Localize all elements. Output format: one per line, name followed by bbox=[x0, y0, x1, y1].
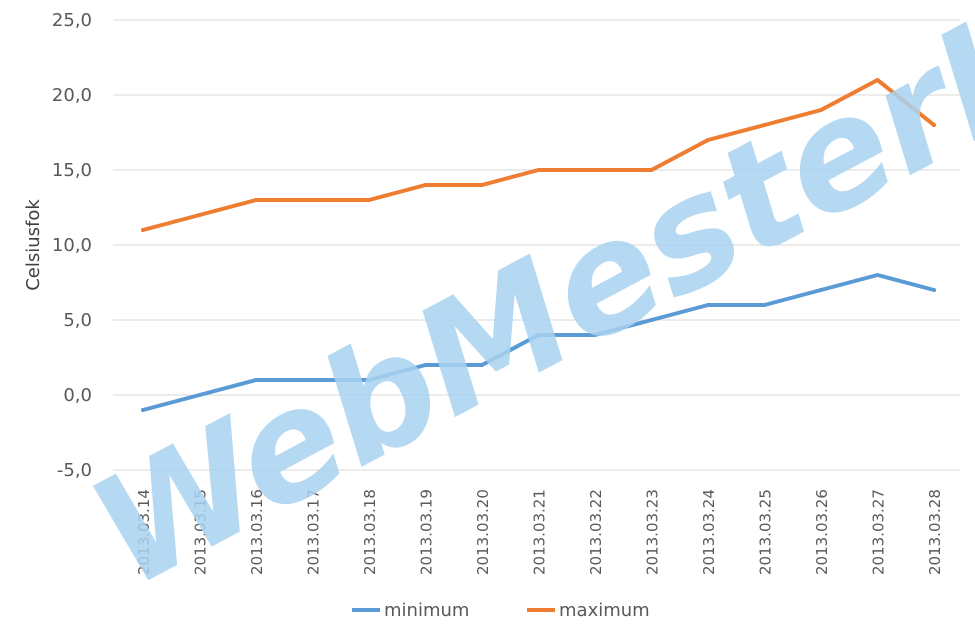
data-point-maximum bbox=[141, 228, 145, 232]
x-tick-label: 2013.03.23 bbox=[644, 489, 662, 575]
data-point-minimum bbox=[480, 363, 484, 367]
y-tick-label: -5,0 bbox=[57, 460, 92, 481]
y-axis-ticks: 25,0 20,0 15,0 10,0 5,0 0,0 -5,0 bbox=[52, 10, 92, 481]
x-tick-label: 2013.03.15 bbox=[192, 489, 210, 575]
y-tick-label: 15,0 bbox=[52, 160, 92, 181]
data-point-maximum bbox=[197, 213, 202, 217]
x-tick-label: 2013.03.24 bbox=[700, 489, 718, 575]
data-point-maximum bbox=[706, 138, 710, 142]
legend-label-maximum: maximum bbox=[559, 600, 650, 621]
data-point-maximum bbox=[932, 123, 936, 127]
data-point-minimum bbox=[197, 393, 202, 397]
data-point-minimum bbox=[254, 378, 258, 382]
data-point-minimum bbox=[423, 363, 428, 367]
data-point-minimum bbox=[593, 333, 597, 337]
x-tick-label: 2013.03.28 bbox=[926, 489, 944, 575]
x-tick-label: 2013.03.20 bbox=[474, 489, 492, 575]
data-point-minimum bbox=[706, 303, 710, 307]
data-point-minimum bbox=[875, 273, 880, 277]
x-tick-label: 2013.03.26 bbox=[813, 489, 831, 575]
x-tick-label: 2013.03.14 bbox=[135, 489, 153, 575]
data-point-maximum bbox=[480, 183, 484, 187]
x-tick-label: 2013.03.17 bbox=[305, 489, 323, 575]
data-point-minimum bbox=[536, 333, 541, 337]
y-axis-title: Celsiusfok bbox=[23, 199, 44, 291]
data-point-maximum bbox=[593, 168, 597, 172]
y-tick-label: 5,0 bbox=[63, 310, 92, 331]
data-point-minimum bbox=[141, 408, 145, 412]
x-tick-label: 2013.03.19 bbox=[418, 489, 436, 575]
x-tick-label: 2013.03.22 bbox=[587, 489, 605, 575]
data-point-maximum bbox=[762, 123, 767, 127]
data-point-maximum bbox=[875, 78, 880, 82]
data-point-minimum bbox=[762, 303, 767, 307]
legend: minimum maximum bbox=[352, 600, 650, 621]
x-tick-label: 2013.03.25 bbox=[757, 489, 775, 575]
data-point-maximum bbox=[367, 198, 371, 202]
data-point-minimum bbox=[819, 288, 823, 292]
y-tick-label: 10,0 bbox=[52, 235, 92, 256]
x-tick-label: 2013.03.21 bbox=[531, 489, 549, 575]
legend-label-minimum: minimum bbox=[384, 600, 469, 621]
data-point-maximum bbox=[649, 168, 654, 172]
svg-text:WebMesterKE2: WebMesterKE2 bbox=[65, 0, 975, 622]
x-tick-label: 2013.03.27 bbox=[870, 489, 888, 575]
data-point-minimum bbox=[649, 318, 654, 322]
data-point-maximum bbox=[536, 168, 541, 172]
x-tick-label: 2013.03.16 bbox=[248, 489, 266, 575]
y-tick-label: 25,0 bbox=[52, 10, 92, 31]
data-point-maximum bbox=[254, 198, 258, 202]
series-lines bbox=[141, 78, 936, 412]
x-axis-ticks: 2013.03.14 2013.03.15 2013.03.16 2013.03.17… bbox=[135, 489, 944, 575]
data-point-maximum bbox=[423, 183, 428, 187]
data-point-minimum bbox=[310, 378, 315, 382]
data-point-maximum bbox=[310, 198, 315, 202]
data-point-minimum bbox=[932, 288, 936, 292]
data-point-maximum bbox=[819, 108, 823, 112]
data-point-minimum bbox=[367, 378, 371, 382]
y-tick-label: 20,0 bbox=[52, 85, 92, 106]
x-tick-label: 2013.03.18 bbox=[361, 489, 379, 575]
watermark-logo: WebMesterKE2 bbox=[65, 0, 975, 622]
y-tick-label: 0,0 bbox=[63, 385, 92, 406]
